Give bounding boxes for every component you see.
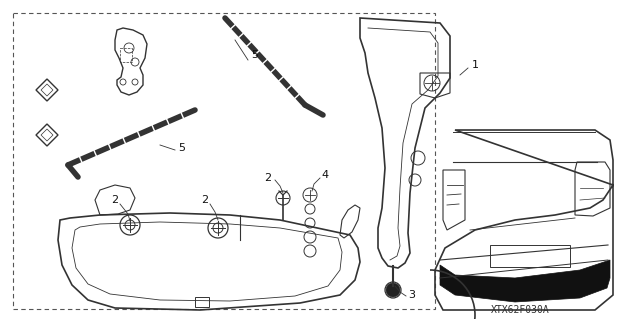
Polygon shape <box>440 260 610 302</box>
Text: 4: 4 <box>321 170 328 180</box>
Text: 2: 2 <box>202 195 209 205</box>
Text: 3: 3 <box>408 290 415 300</box>
Bar <box>120 48 132 62</box>
Text: 5: 5 <box>179 143 186 153</box>
Text: 2: 2 <box>111 195 118 205</box>
Text: XTX62F030A: XTX62F030A <box>491 305 549 315</box>
Text: 1: 1 <box>472 60 479 70</box>
Circle shape <box>386 283 400 297</box>
Text: 2: 2 <box>264 173 271 183</box>
Bar <box>13 13 435 309</box>
Text: 5: 5 <box>252 50 259 60</box>
Bar <box>490 245 570 267</box>
Bar <box>195 297 209 307</box>
